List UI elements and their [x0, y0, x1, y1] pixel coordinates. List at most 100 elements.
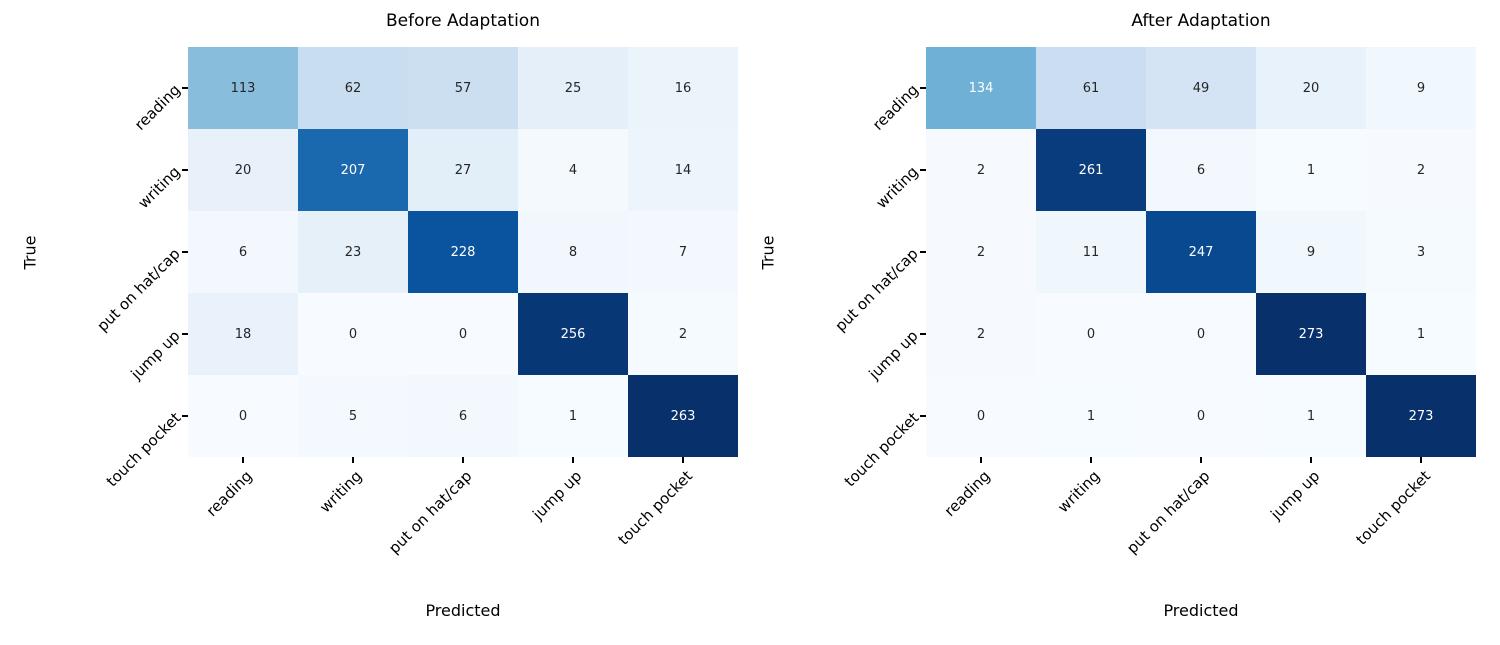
- heatmap-cell: 256: [518, 293, 628, 375]
- heatmap-cell: 49: [1146, 47, 1256, 129]
- heatmap-cell: 61: [1036, 47, 1146, 129]
- heatmap-cell: 6: [408, 375, 518, 457]
- y-tick: [920, 333, 926, 335]
- y-tick: [182, 169, 188, 171]
- x-axis-label: Predicted: [425, 601, 501, 620]
- x-tick-label: writing: [1054, 467, 1104, 517]
- y-axis-label: True: [20, 235, 40, 270]
- heatmap-cell: 2: [926, 129, 1036, 211]
- heatmap-cell: 0: [408, 293, 518, 375]
- heatmap-cell: 4: [518, 129, 628, 211]
- x-tick-label: touch pocket: [614, 467, 696, 549]
- x-tick-label: jump up: [529, 467, 586, 524]
- x-tick-label: put on hat/cap: [385, 467, 476, 558]
- heatmap-cell: 263: [628, 375, 738, 457]
- plot-title: Before Adaptation: [386, 11, 540, 31]
- heatmap-cell: 261: [1036, 129, 1146, 211]
- heatmap-cell: 14: [628, 129, 738, 211]
- x-tick: [1420, 457, 1422, 463]
- heatmap-grid: 134 61 49 20 9 2 261 6 1 2 2 11 247 9 3 2 0 0 273 1 0 1 0 1 273: [926, 47, 1476, 457]
- heatmap-cell: 207: [298, 129, 408, 211]
- heatmap-cell: 8: [518, 211, 628, 293]
- heatmap-cell: 5: [298, 375, 408, 457]
- x-axis-label: Predicted: [1163, 601, 1239, 620]
- heatmap-cell: 20: [1256, 47, 1366, 129]
- heatmap-cell: 247: [1146, 211, 1256, 293]
- x-tick: [352, 457, 354, 463]
- y-tick: [182, 333, 188, 335]
- heatmap-cell: 0: [1146, 375, 1256, 457]
- heatmap-cell: 11: [1036, 211, 1146, 293]
- heatmap-cell: 0: [298, 293, 408, 375]
- heatmap-cell: 7: [628, 211, 738, 293]
- x-tick: [682, 457, 684, 463]
- y-tick-label: put on hat/cap: [831, 244, 923, 336]
- y-tick-label: jump up: [127, 326, 185, 384]
- x-tick-label: reading: [940, 467, 994, 521]
- heatmap-grid: 113 62 57 25 16 20 207 27 4 14 6 23 228 8 7 18 0 0 256 2 0 5 6…: [188, 47, 738, 457]
- heatmap-cell: 0: [926, 375, 1036, 457]
- heatmap-cell: 27: [408, 129, 518, 211]
- heatmap-cell: 18: [188, 293, 298, 375]
- x-tick: [980, 457, 982, 463]
- heatmap-cell: 23: [298, 211, 408, 293]
- heatmap-cell: 2: [926, 211, 1036, 293]
- heatmap-cell: 1: [518, 375, 628, 457]
- y-tick-label: touch pocket: [840, 408, 923, 491]
- y-tick-labels: reading writing put on hat/cap jump up touch…: [94, 47, 738, 491]
- heatmap-cell: 1: [1256, 129, 1366, 211]
- heatmap-cell: 2: [926, 293, 1036, 375]
- x-tick: [1200, 457, 1202, 463]
- heatmap-after: After Adaptation True 134 61 49 20 9 2 261 6 1 2 2…: [759, 11, 1476, 620]
- heatmap-cell: 2: [628, 293, 738, 375]
- y-tick-label: touch pocket: [102, 408, 185, 491]
- x-tick: [1310, 457, 1312, 463]
- ticks: [920, 47, 1476, 463]
- heatmap-cell: 25: [518, 47, 628, 129]
- y-tick-label: writing: [872, 162, 923, 213]
- y-tick: [182, 251, 188, 253]
- x-tick-label: put on hat/cap: [1123, 467, 1214, 558]
- y-tick: [920, 87, 926, 89]
- plot-title: After Adaptation: [1131, 11, 1271, 31]
- heatmap-cell: 9: [1256, 211, 1366, 293]
- heatmap-cell: 20: [188, 129, 298, 211]
- y-tick-label: reading: [868, 80, 923, 134]
- x-tick: [462, 457, 464, 463]
- heatmap-cell: 2: [1366, 129, 1476, 211]
- heatmap-cell: 0: [1036, 293, 1146, 375]
- heatmap-cell: 273: [1366, 375, 1476, 457]
- heatmap-cell: 113: [188, 47, 298, 129]
- y-tick: [920, 251, 926, 253]
- y-tick: [182, 87, 188, 89]
- heatmap-cell: 0: [1146, 293, 1256, 375]
- y-tick-label: writing: [134, 162, 185, 213]
- y-tick: [920, 415, 926, 417]
- y-axis-label: True: [758, 235, 778, 270]
- heatmap-cell: 62: [298, 47, 408, 129]
- heatmap-cell: 9: [1366, 47, 1476, 129]
- x-tick: [242, 457, 244, 463]
- y-tick-label: reading: [130, 80, 185, 134]
- heatmap-cell: 273: [1256, 293, 1366, 375]
- heatmap-cell: 228: [408, 211, 518, 293]
- heatmap-cell: 6: [188, 211, 298, 293]
- heatmap-cell: 1: [1366, 293, 1476, 375]
- heatmap-cell: 57: [408, 47, 518, 129]
- heatmap-cell: 134: [926, 47, 1036, 129]
- y-tick: [920, 169, 926, 171]
- heatmap-cell: 6: [1146, 129, 1256, 211]
- heatmap-before: Before Adaptation True 113 62 57 25 16 20 207 2…: [21, 11, 738, 620]
- heatmap-cell: 16: [628, 47, 738, 129]
- x-tick: [1090, 457, 1092, 463]
- x-tick-label: reading: [202, 467, 256, 521]
- y-tick: [182, 415, 188, 417]
- ticks: [182, 47, 738, 463]
- x-tick: [572, 457, 574, 463]
- y-tick-label: jump up: [865, 326, 923, 384]
- heatmap-cell: 1: [1036, 375, 1146, 457]
- x-tick-label: jump up: [1267, 467, 1324, 524]
- x-tick-label: touch pocket: [1352, 467, 1434, 549]
- heatmap-cell: 1: [1256, 375, 1366, 457]
